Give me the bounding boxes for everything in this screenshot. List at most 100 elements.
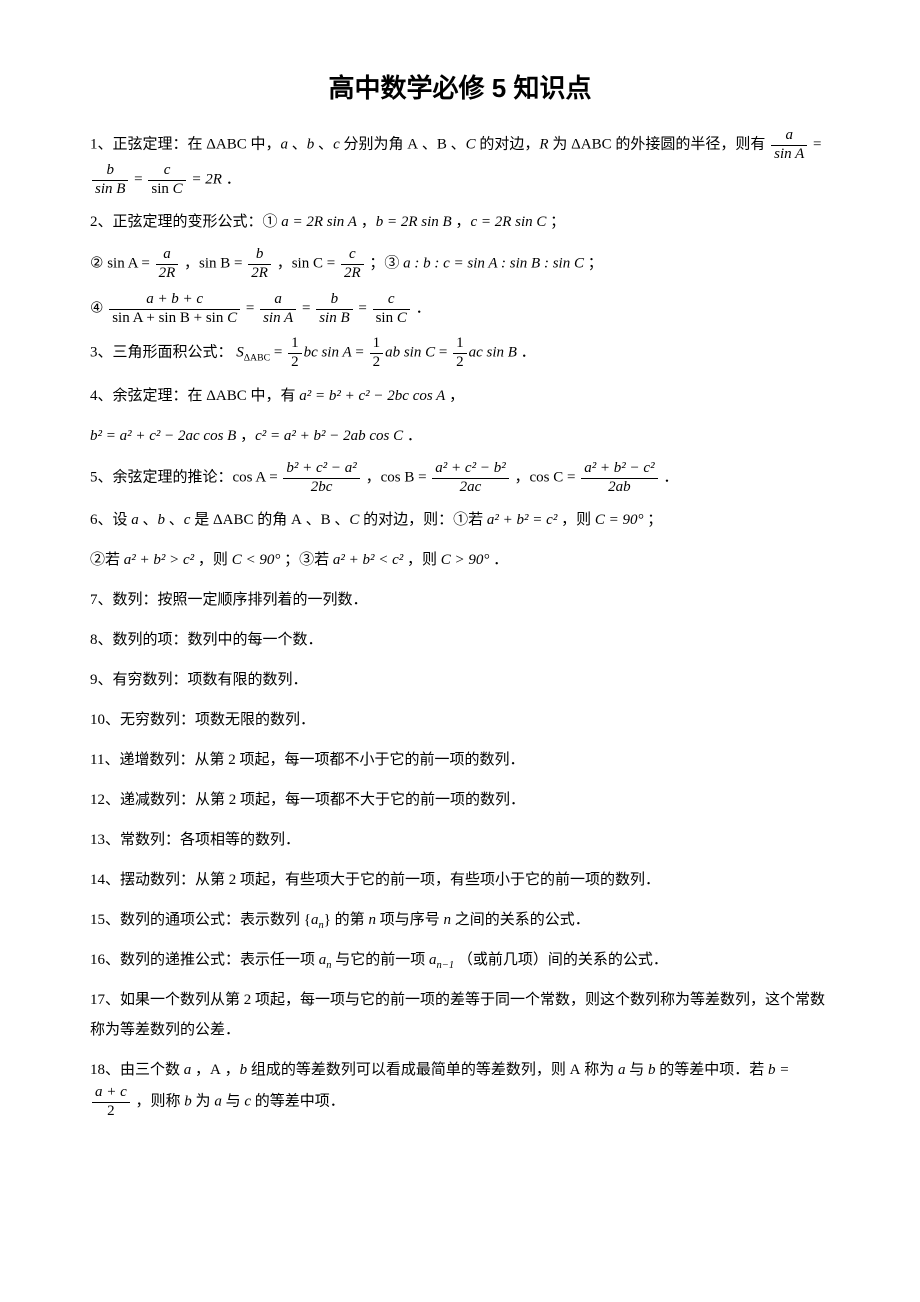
math: A [570,1062,581,1078]
frac: b² + c² − a²2bc [283,461,359,496]
math: b = [768,1062,789,1078]
text: 18、由三个数 [90,1062,184,1078]
item-1: 1、正弦定理：在 ΔABC 中，a 、b 、c 分别为角 A 、B 、C 的对边… [90,128,830,197]
math-c: c [333,137,340,153]
text: 6、设 [90,512,131,528]
eq: = [355,345,367,361]
text: ； [584,256,603,272]
frac-b-sinB: bsin B [92,163,128,198]
frac: csin C [373,292,410,327]
text: 项与序号 [376,912,444,928]
text: ， [511,470,530,486]
math: b² = a² + c² − 2ac cos B [90,428,236,444]
frac-a-sinA: asin A [771,128,807,163]
math: cos C = [529,470,575,486]
text: 15、数列的通项公式：表示数列 [90,912,304,928]
item-12: 12、递减数列：从第 2 项起，每一项都不大于它的前一项的数列． [90,785,830,815]
text: 、 [331,512,350,528]
item-17: 17、如果一个数列从第 2 项起，每一项与它的前一项的差等于同一个常数，则这个数… [90,985,830,1045]
text: 、 [418,137,437,153]
math: c [244,1094,251,1110]
math: bc sin A [304,345,352,361]
text: ． [222,172,241,188]
text: 、 [447,137,466,153]
item-3: 3、三角形面积公式： SΔABC = 12bc sin A = 12ab sin… [90,336,830,371]
item-14: 14、摆动数列：从第 2 项起，有些项大于它的前一项，有些项小于它的前一项的数列… [90,865,830,895]
math: a [214,1094,222,1110]
math-dABC: ΔABC [571,137,612,153]
math: b [648,1062,656,1078]
math: sin C = [292,256,335,272]
text: 的外接圆的半径，则有 [612,137,770,153]
item-13: 13、常数列：各项相等的数列． [90,825,830,855]
text: ② [90,256,107,272]
text: 与 [626,1062,649,1078]
item-6-2: ②若 a² + b² > c² ，则 C < 90° ；③若 a² + b² <… [90,545,830,575]
math-2R: = 2R [191,172,222,188]
math-dABC: ΔABC [206,137,247,153]
eq: = [134,172,146,188]
text: ④ [90,301,107,317]
frac: b2R [248,247,271,282]
text: 、 [314,137,333,153]
text: ；③ [366,256,404,272]
math: B [321,512,331,528]
math: cos A = [233,470,278,486]
text: 中， [247,137,281,153]
math: a [131,512,139,528]
text: 组成的等差数列可以看成最简单的等差数列，则 [247,1062,570,1078]
text: 为 [192,1094,215,1110]
text: 与它的前一项 [332,952,430,968]
eq: = [302,301,314,317]
math: c² = a² + b² − 2ab cos C [255,428,403,444]
math: a² + b² > c² [124,552,194,568]
text: 的对边，则：①若 [359,512,487,528]
text: 的对边， [476,137,540,153]
math: sin B = [199,256,242,272]
item-2-4: ④ a + b + csin A + sin B + sin C = asin … [90,292,830,327]
frac: a2R [156,247,179,282]
item-5: 5、余弦定理的推论：cos A = b² + c² − a²2bc ，cos B… [90,461,830,496]
text: ． [416,301,431,317]
text: 16、数列的递推公式：表示任一项 [90,952,319,968]
text: 2、正弦定理的变形公式：① [90,214,281,230]
item-8: 8、数列的项：数列中的每一个数． [90,625,830,655]
text: 称为 [581,1062,619,1078]
item-11: 11、递增数列：从第 2 项起，每一项都不小于它的前一项的数列． [90,745,830,775]
math: C > 90° [441,552,490,568]
math-a: a [281,137,289,153]
frac: a² + c² − b²2ac [432,461,508,496]
math: a² + b² < c² [333,552,403,568]
item-9: 9、有穷数列：项数有限的数列． [90,665,830,695]
math-C: C [466,137,476,153]
text: 、 [288,137,307,153]
brace-l: { [304,912,311,928]
text: 的角 [253,512,291,528]
text: ． [403,428,422,444]
sub-nm1: n−1 [437,960,455,971]
text: 为 [549,137,572,153]
text: ，则称 [132,1094,185,1110]
math-n: n [443,912,451,928]
text: 3、三角形面积公式： [90,345,233,361]
math: b = 2R sin B [376,214,452,230]
item-16: 16、数列的递推公式：表示任一项 an 与它的前一项 an−1 （或前几项）间的… [90,945,830,975]
text: 与 [222,1094,245,1110]
text: （或前几项）间的关系的公式． [454,952,668,968]
frac: bsin B [316,292,352,327]
text: ， [180,256,199,272]
text: ，则 [557,512,595,528]
text: ，则 [194,552,232,568]
math: C [349,512,359,528]
text: 、 [165,512,184,528]
eq: = [439,345,451,361]
math: cos B = [381,470,427,486]
text: ，则 [403,552,441,568]
math: c = 2R sin C [470,214,546,230]
frac: a + c2 [92,1085,130,1120]
item-4: 4、余弦定理：在 ΔABC 中，有 a² = b² + c² − 2bc cos… [90,381,830,411]
text: 中，有 [247,388,300,404]
item-10: 10、无穷数列：项数无限的数列． [90,705,830,735]
brace-r: } [324,912,331,928]
text: ；③若 [280,552,333,568]
